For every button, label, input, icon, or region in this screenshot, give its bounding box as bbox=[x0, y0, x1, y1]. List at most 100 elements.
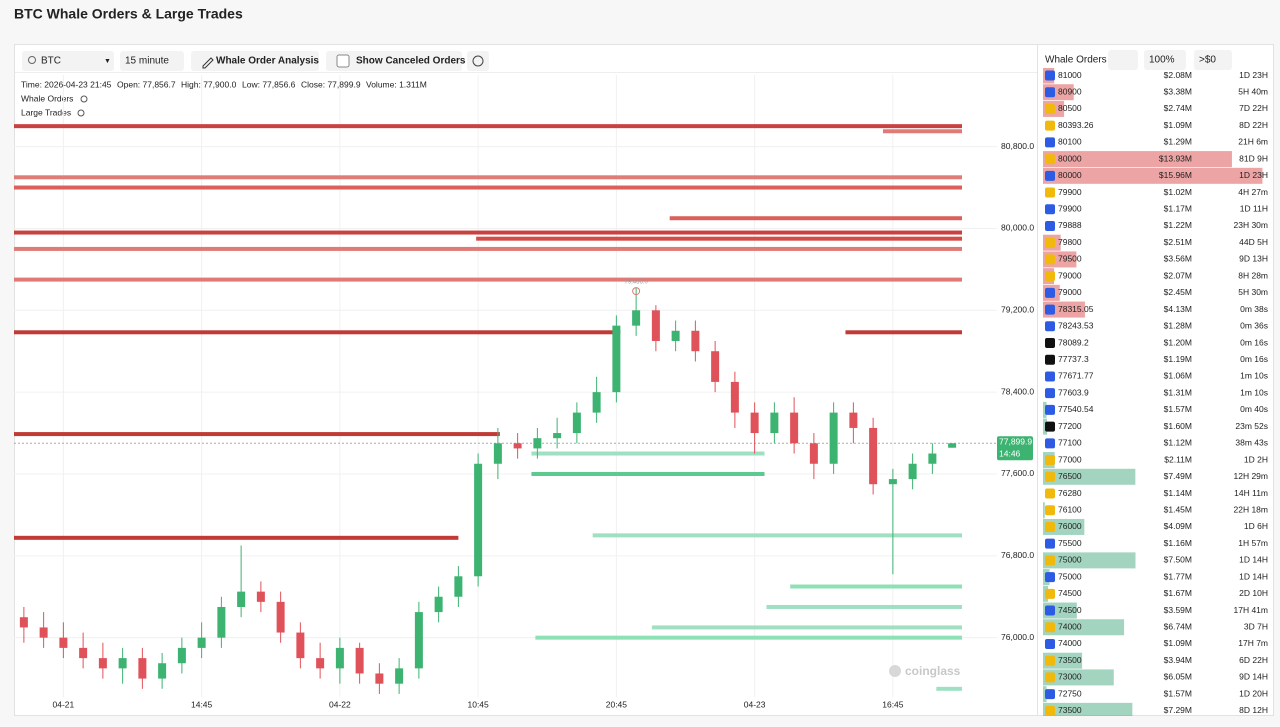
exchange-icon bbox=[1045, 421, 1055, 432]
order-amount: $4.13M bbox=[1164, 304, 1192, 314]
price-tag bbox=[997, 436, 1033, 461]
depth-select[interactable] bbox=[1144, 50, 1186, 70]
order-amount: $1.57M bbox=[1164, 404, 1192, 414]
order-age: 5H 40m bbox=[1238, 86, 1268, 96]
candle-body bbox=[118, 658, 127, 669]
order-age: 0m 38s bbox=[1240, 304, 1268, 314]
order-age: 0m 36s bbox=[1240, 321, 1268, 331]
analysis-button[interactable] bbox=[191, 51, 319, 71]
order-amount: $1.09M bbox=[1164, 120, 1192, 130]
order-price: 72750 bbox=[1058, 688, 1082, 698]
order-age: 2D 10H bbox=[1239, 588, 1268, 598]
eye-icon[interactable] bbox=[80, 95, 88, 103]
order-age: 23H 30m bbox=[1234, 220, 1269, 230]
eye-icon[interactable] bbox=[77, 109, 85, 117]
order-amount: $1.28M bbox=[1164, 321, 1192, 331]
canceled-toggle[interactable] bbox=[326, 51, 462, 71]
order-price: 77100 bbox=[1058, 438, 1082, 448]
x-tick-label: 10:45 bbox=[467, 699, 489, 709]
order-price: 79500 bbox=[1058, 254, 1082, 264]
order-age: 38m 43s bbox=[1235, 438, 1268, 448]
exchange-icon bbox=[1045, 572, 1055, 583]
order-price: 78315.05 bbox=[1058, 304, 1094, 314]
order-age: 17H 7m bbox=[1238, 638, 1268, 648]
candle-body bbox=[19, 617, 28, 628]
ohlc-info: High: 77,900.0 bbox=[181, 79, 237, 89]
checkbox[interactable] bbox=[336, 54, 350, 68]
plot: 79,466.0 bbox=[14, 75, 997, 697]
whale-order bbox=[14, 246, 962, 251]
order-age: 12H 29m bbox=[1234, 471, 1269, 481]
depth-bar bbox=[1043, 686, 1047, 703]
page-title: BTC Whale Orders & Large Trades bbox=[14, 6, 243, 22]
order-price: 79000 bbox=[1058, 270, 1082, 280]
order-age: 1D 23H bbox=[1239, 70, 1268, 80]
y-tick-label: 80,800.0 bbox=[1001, 141, 1034, 151]
symbol: BTC bbox=[41, 56, 61, 67]
order-age: 8D 22H bbox=[1239, 120, 1268, 130]
x-tick-label: 20:45 bbox=[606, 699, 628, 709]
order-price: 79900 bbox=[1058, 187, 1082, 197]
exchange-icon bbox=[1045, 655, 1055, 666]
exchange-icon bbox=[1045, 103, 1055, 114]
exchange-icon bbox=[1045, 505, 1055, 516]
candle-body bbox=[592, 392, 601, 413]
exchange-icon bbox=[1045, 254, 1055, 265]
y-tick-label: 79,200.0 bbox=[1001, 305, 1034, 315]
order-amount: $4.09M bbox=[1164, 521, 1192, 531]
analysis-label: Whale Order Analysis bbox=[216, 56, 319, 67]
whale-order bbox=[14, 432, 500, 437]
order-age: 6D 22H bbox=[1239, 655, 1268, 665]
candle-body bbox=[869, 427, 878, 485]
exchange-icon bbox=[1045, 638, 1055, 649]
exchange-icon bbox=[1045, 488, 1055, 499]
candle-body bbox=[572, 412, 581, 434]
whale-order bbox=[14, 535, 459, 540]
settings-button[interactable] bbox=[467, 51, 489, 71]
caret: ▼ bbox=[104, 58, 111, 65]
order-age: 44D 5H bbox=[1239, 237, 1268, 247]
exchange-icon bbox=[1045, 555, 1055, 566]
order-amount: $1.29M bbox=[1164, 137, 1192, 147]
exchange-icon bbox=[1045, 388, 1055, 399]
symbol-select[interactable] bbox=[22, 51, 114, 71]
exchange-icon bbox=[1045, 471, 1055, 482]
legend-whale: Whale Orders bbox=[21, 93, 73, 103]
y-tick-label: 77,600.0 bbox=[1001, 468, 1034, 478]
exchange-icon bbox=[1045, 220, 1055, 231]
candle-body bbox=[276, 601, 285, 633]
order-age: 81D 9H bbox=[1239, 153, 1268, 163]
order-age: 0m 40s bbox=[1240, 404, 1268, 414]
exchange-icon bbox=[1045, 689, 1055, 700]
whale-order bbox=[14, 185, 962, 190]
order-price: 78089.2 bbox=[1058, 337, 1089, 347]
order-amount: $13.93M bbox=[1159, 153, 1192, 163]
order-price: 77000 bbox=[1058, 454, 1082, 464]
order-amount: $1.09M bbox=[1164, 638, 1192, 648]
filter-button[interactable] bbox=[1108, 50, 1138, 70]
whale-order bbox=[531, 471, 765, 476]
min-select[interactable] bbox=[1194, 50, 1232, 70]
order-price: 76000 bbox=[1058, 521, 1082, 531]
order-book: 81000 $2.08M 1D 23H 80900 $3.38M 5H 40m 80500 $… bbox=[1043, 68, 1269, 716]
order-age: 0m 16s bbox=[1240, 337, 1268, 347]
candle-body bbox=[849, 412, 858, 428]
candle-body bbox=[632, 310, 641, 326]
interval-select[interactable] bbox=[120, 51, 184, 71]
order-amount: $15.96M bbox=[1159, 170, 1192, 180]
order-price: 80500 bbox=[1058, 103, 1082, 113]
candle-body bbox=[158, 663, 167, 679]
whale-order bbox=[592, 533, 962, 538]
depth-bar bbox=[1043, 468, 1136, 485]
order-age: 1D 14H bbox=[1239, 571, 1268, 581]
order-age: 8D 12H bbox=[1239, 705, 1268, 715]
annotation: 79,466.0 bbox=[624, 280, 648, 286]
candle-body bbox=[908, 463, 917, 480]
search-icon bbox=[28, 56, 36, 64]
whale-order bbox=[883, 129, 962, 134]
exchange-icon bbox=[1045, 321, 1055, 332]
candle-body bbox=[533, 438, 542, 449]
order-age: 17H 41m bbox=[1234, 605, 1269, 615]
whale-order bbox=[936, 686, 962, 691]
